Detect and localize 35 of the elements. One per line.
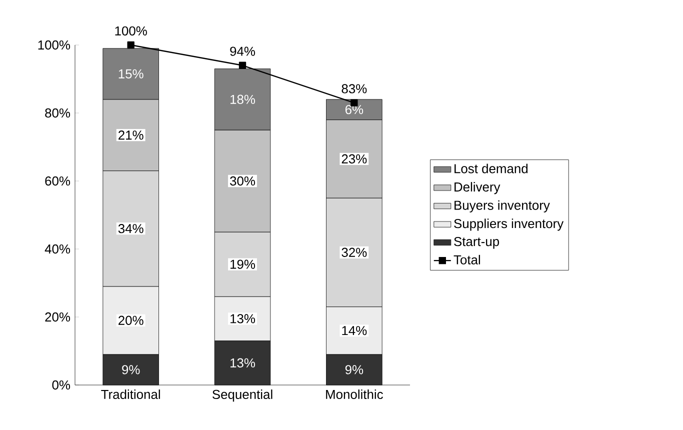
data-label: 30% (230, 176, 256, 186)
legend-label: Lost demand (454, 164, 528, 174)
data-label: 15% (118, 69, 144, 78)
point (127, 41, 134, 49)
legend-label: Start-up (454, 236, 500, 249)
y-tick-label: 40% (44, 244, 70, 254)
data-label: 83% (342, 84, 367, 94)
data-label: 100% (115, 26, 147, 36)
data-label: 9% (122, 365, 140, 374)
point (238, 62, 246, 69)
x-tick-label: Monolithic (326, 390, 383, 400)
data-label: 23% (342, 154, 367, 164)
x-tick-label: Traditional (101, 390, 160, 400)
data-label: 21% (118, 130, 144, 140)
legend-label: Delivery (454, 182, 500, 194)
data-label: 14% (342, 326, 367, 336)
legend-label: Suppliers inventory (454, 218, 564, 231)
data-label: 32% (342, 248, 367, 257)
y-tick-label: 60% (45, 176, 70, 186)
y-tick-label: 0% (52, 380, 70, 390)
data-label: 6% (345, 105, 364, 114)
y-tick-label: 80% (45, 108, 70, 118)
data-label: 94% (230, 46, 256, 56)
data-label: 19% (230, 260, 256, 269)
x-tick-label: Sequential (212, 390, 272, 402)
legend-label: Buyers inventory (454, 200, 550, 212)
y-tick-label: 100% (38, 40, 70, 50)
legend-label: Total (454, 254, 480, 264)
data-label: 13% (230, 358, 256, 368)
data-label: 34% (118, 224, 144, 234)
data-label: 13% (230, 314, 256, 324)
data-label: 20% (118, 316, 144, 325)
data-label: 18% (230, 94, 256, 104)
y-tick-label: 20% (45, 312, 70, 322)
data-label: 9% (345, 365, 364, 374)
